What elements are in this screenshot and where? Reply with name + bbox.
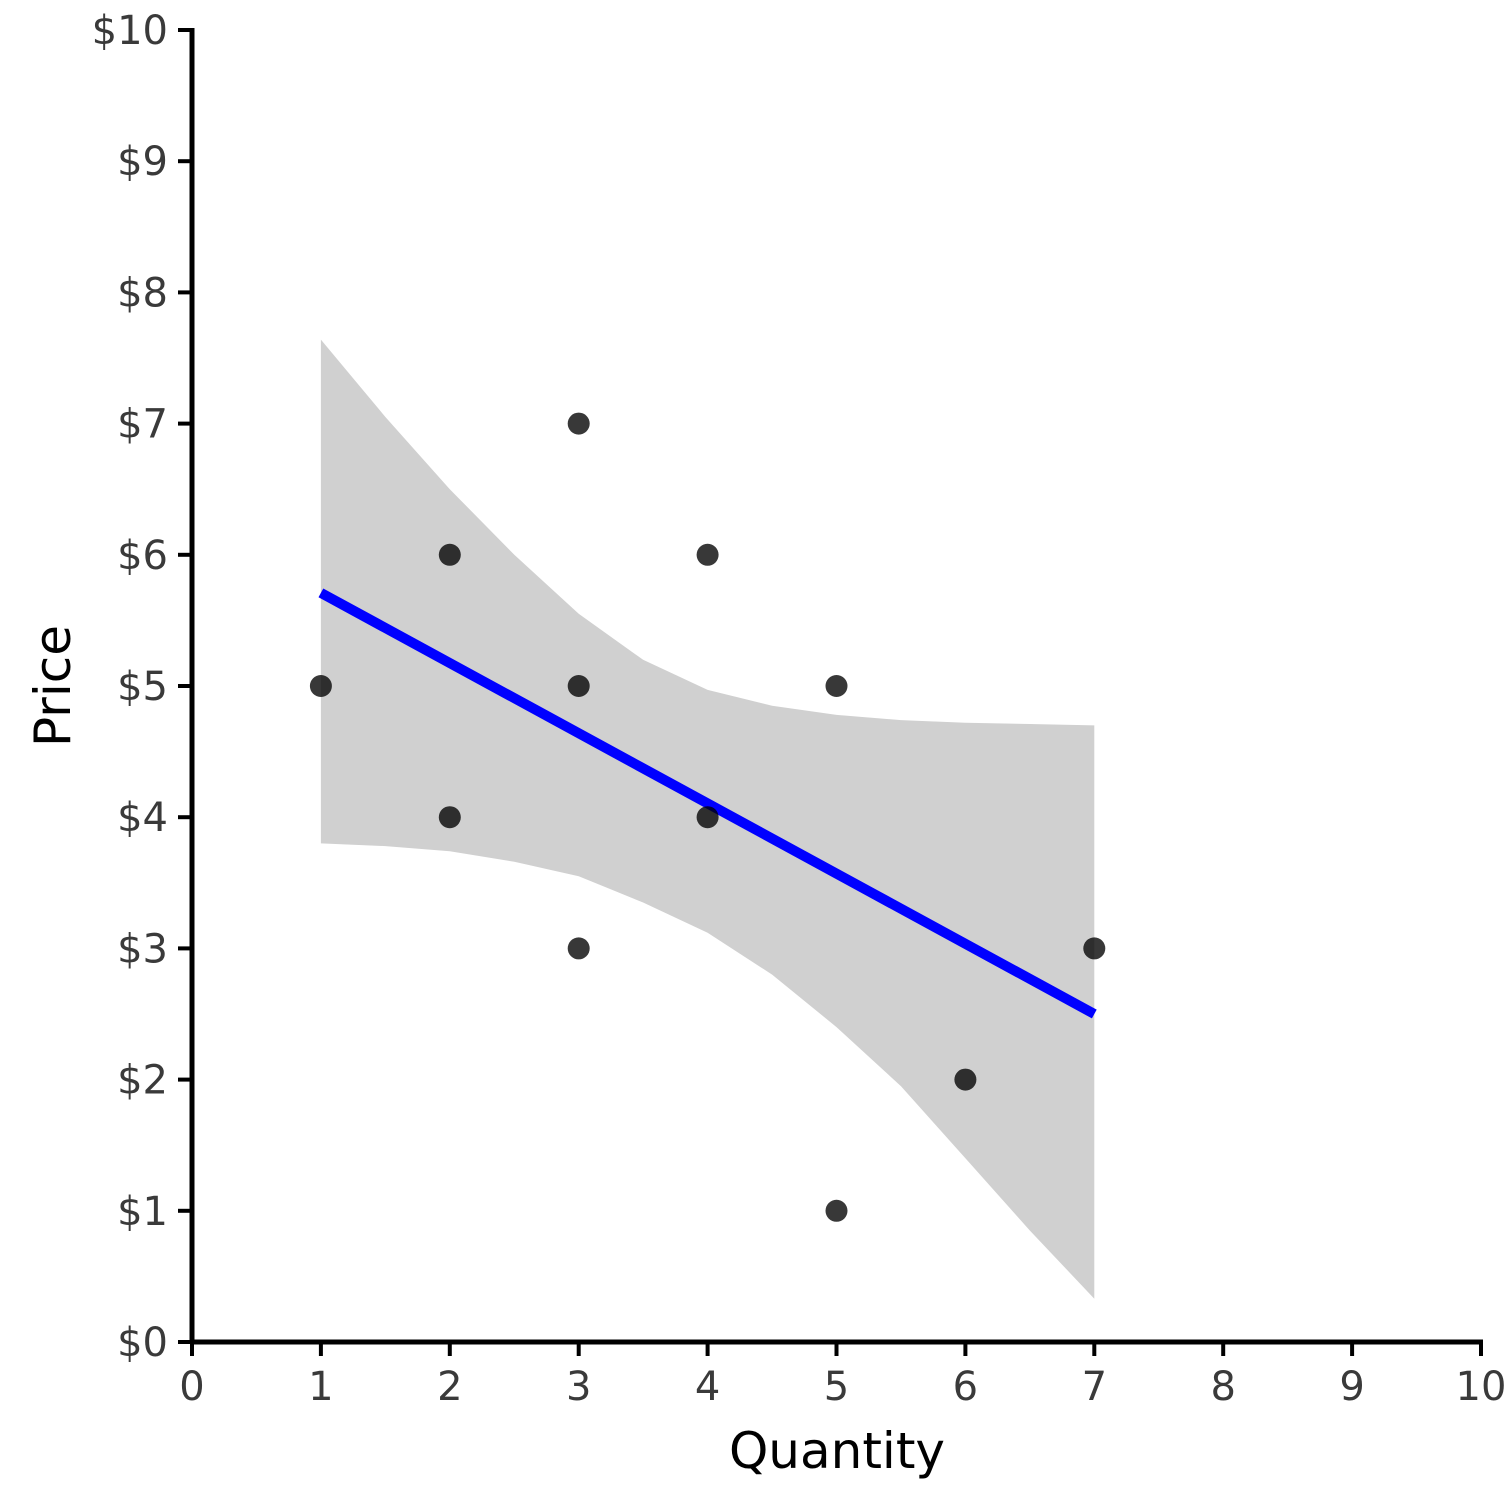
axes-layer [178,28,1483,1356]
data-point [567,675,590,697]
data-point [825,1199,848,1222]
data-point [696,543,719,566]
data-points-layer [309,412,1106,1222]
data-point [696,806,719,829]
y-tick-label: $7 [117,402,168,448]
x-tick-label: 6 [953,1364,978,1410]
y-tick-label: $10 [92,8,168,54]
x-tick-label: 2 [437,1364,462,1410]
y-tick-label: $0 [117,1320,168,1366]
y-tick-label: $3 [117,926,168,972]
x-tick-label: 3 [566,1364,591,1410]
data-point [954,1068,977,1091]
data-point [567,937,590,960]
x-tick-label: 7 [1082,1364,1107,1410]
data-point [438,806,461,829]
y-axis-title: Price [24,625,82,747]
y-tick-label: $5 [117,664,168,710]
data-point [567,412,590,435]
x-tick-label: 9 [1339,1364,1364,1410]
y-tick-label: $2 [117,1058,168,1104]
data-point [1083,937,1106,960]
data-point [438,543,461,566]
x-tick-label: 4 [695,1364,720,1410]
y-tick-label: $9 [117,139,168,185]
y-tick-label: $8 [117,270,168,316]
x-tick-label: 10 [1456,1364,1507,1410]
x-tick-label: 1 [308,1364,333,1410]
y-tick-label: $6 [117,533,168,579]
y-tick-label: $4 [117,795,168,841]
x-axis-title: Quantity [729,1422,945,1480]
data-point [309,675,332,697]
x-tick-label: 5 [824,1364,849,1410]
y-tick-label: $1 [117,1189,168,1235]
x-tick-label: 0 [179,1364,204,1410]
tick-labels-layer: $0 $1 $2 $3 $4 $5 $6 $7 $8 $9 $10 0 1 2 3 4 5 6 7 8 9 10 [92,8,1507,1410]
trend-line-layer [318,588,1097,1019]
x-tick-label: 8 [1210,1364,1235,1410]
regression-line [318,588,1097,1019]
data-point [825,675,848,697]
